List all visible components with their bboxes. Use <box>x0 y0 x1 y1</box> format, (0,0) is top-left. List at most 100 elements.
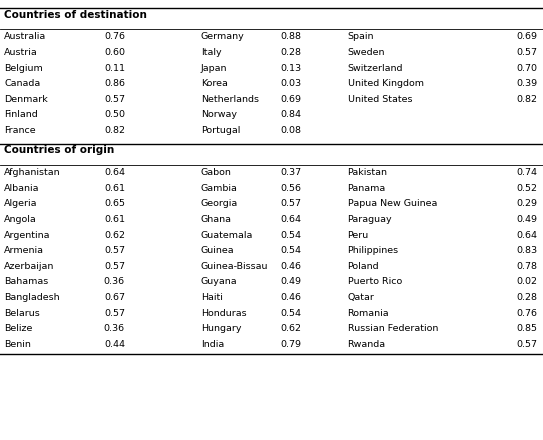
Text: 0.50: 0.50 <box>104 110 125 119</box>
Text: India: India <box>201 340 224 349</box>
Text: Switzerland: Switzerland <box>348 64 403 73</box>
Text: Denmark: Denmark <box>4 95 48 104</box>
Text: Puerto Rico: Puerto Rico <box>348 278 402 286</box>
Text: Papua New Guinea: Papua New Guinea <box>348 199 437 208</box>
Text: 0.11: 0.11 <box>104 64 125 73</box>
Text: 0.64: 0.64 <box>104 168 125 177</box>
Text: Belgium: Belgium <box>4 64 43 73</box>
Text: 0.36: 0.36 <box>104 278 125 286</box>
Text: Australia: Australia <box>4 33 47 41</box>
Text: Romania: Romania <box>348 309 389 318</box>
Text: 0.74: 0.74 <box>516 168 538 177</box>
Text: 0.13: 0.13 <box>280 64 301 73</box>
Text: 0.57: 0.57 <box>104 262 125 271</box>
Text: 0.37: 0.37 <box>280 168 301 177</box>
Text: Poland: Poland <box>348 262 379 271</box>
Text: United States: United States <box>348 95 412 104</box>
Text: 0.56: 0.56 <box>280 184 301 193</box>
Text: 0.29: 0.29 <box>516 199 538 208</box>
Text: Philippines: Philippines <box>348 246 399 255</box>
Text: Canada: Canada <box>4 79 41 88</box>
Text: Netherlands: Netherlands <box>201 95 259 104</box>
Text: Finland: Finland <box>4 110 38 119</box>
Text: 0.86: 0.86 <box>104 79 125 88</box>
Text: Belize: Belize <box>4 324 33 333</box>
Text: 0.57: 0.57 <box>104 95 125 104</box>
Text: 0.84: 0.84 <box>280 110 301 119</box>
Text: 0.79: 0.79 <box>280 340 301 349</box>
Text: Qatar: Qatar <box>348 293 374 302</box>
Text: Georgia: Georgia <box>201 199 238 208</box>
Text: 0.57: 0.57 <box>104 246 125 255</box>
Text: Japan: Japan <box>201 64 228 73</box>
Text: 0.57: 0.57 <box>516 48 538 57</box>
Text: 0.70: 0.70 <box>516 64 538 73</box>
Text: 0.54: 0.54 <box>280 246 301 255</box>
Text: Pakistan: Pakistan <box>348 168 388 177</box>
Text: Portugal: Portugal <box>201 126 241 135</box>
Text: Albania: Albania <box>4 184 40 193</box>
Text: Haiti: Haiti <box>201 293 223 302</box>
Text: 0.44: 0.44 <box>104 340 125 349</box>
Text: Gabon: Gabon <box>201 168 232 177</box>
Text: 0.57: 0.57 <box>516 340 538 349</box>
Text: Ghana: Ghana <box>201 215 232 224</box>
Text: 0.28: 0.28 <box>280 48 301 57</box>
Text: Rwanda: Rwanda <box>348 340 386 349</box>
Text: Sweden: Sweden <box>348 48 385 57</box>
Text: 0.52: 0.52 <box>516 184 538 193</box>
Text: 0.76: 0.76 <box>104 33 125 41</box>
Text: 0.08: 0.08 <box>280 126 301 135</box>
Text: Panama: Panama <box>348 184 386 193</box>
Text: Azerbaijan: Azerbaijan <box>4 262 55 271</box>
Text: Paraguay: Paraguay <box>348 215 392 224</box>
Text: France: France <box>4 126 36 135</box>
Text: 0.82: 0.82 <box>104 126 125 135</box>
Text: Korea: Korea <box>201 79 228 88</box>
Text: Belarus: Belarus <box>4 309 40 318</box>
Text: Russian Federation: Russian Federation <box>348 324 438 333</box>
Text: 0.39: 0.39 <box>516 79 538 88</box>
Text: 0.28: 0.28 <box>516 293 538 302</box>
Text: United Kingdom: United Kingdom <box>348 79 424 88</box>
Text: Spain: Spain <box>348 33 374 41</box>
Text: 0.67: 0.67 <box>104 293 125 302</box>
Text: 0.76: 0.76 <box>516 309 538 318</box>
Text: 0.49: 0.49 <box>280 278 301 286</box>
Text: Honduras: Honduras <box>201 309 247 318</box>
Text: 0.02: 0.02 <box>516 278 538 286</box>
Text: 0.82: 0.82 <box>516 95 538 104</box>
Text: Italy: Italy <box>201 48 222 57</box>
Text: 0.54: 0.54 <box>280 231 301 239</box>
Text: 0.46: 0.46 <box>280 262 301 271</box>
Text: Hungary: Hungary <box>201 324 242 333</box>
Text: 0.57: 0.57 <box>104 309 125 318</box>
Text: 0.54: 0.54 <box>280 309 301 318</box>
Text: 0.64: 0.64 <box>280 215 301 224</box>
Text: Guinea-Bissau: Guinea-Bissau <box>201 262 268 271</box>
Text: Guatemala: Guatemala <box>201 231 253 239</box>
Text: Angola: Angola <box>4 215 37 224</box>
Text: 0.03: 0.03 <box>280 79 301 88</box>
Text: 0.49: 0.49 <box>516 215 538 224</box>
Text: Guyana: Guyana <box>201 278 237 286</box>
Text: Benin: Benin <box>4 340 31 349</box>
Text: Bangladesh: Bangladesh <box>4 293 60 302</box>
Text: Afghanistan: Afghanistan <box>4 168 61 177</box>
Text: 0.60: 0.60 <box>104 48 125 57</box>
Text: Countries of origin: Countries of origin <box>4 145 115 155</box>
Text: 0.83: 0.83 <box>516 246 538 255</box>
Text: Bahamas: Bahamas <box>4 278 48 286</box>
Text: Armenia: Armenia <box>4 246 45 255</box>
Text: 0.88: 0.88 <box>280 33 301 41</box>
Text: 0.65: 0.65 <box>104 199 125 208</box>
Text: Countries of destination: Countries of destination <box>4 10 147 20</box>
Text: Austria: Austria <box>4 48 38 57</box>
Text: 0.78: 0.78 <box>516 262 538 271</box>
Text: 0.64: 0.64 <box>516 231 538 239</box>
Text: 0.69: 0.69 <box>516 33 538 41</box>
Text: 0.69: 0.69 <box>280 95 301 104</box>
Text: Algeria: Algeria <box>4 199 38 208</box>
Text: 0.62: 0.62 <box>280 324 301 333</box>
Text: 0.36: 0.36 <box>104 324 125 333</box>
